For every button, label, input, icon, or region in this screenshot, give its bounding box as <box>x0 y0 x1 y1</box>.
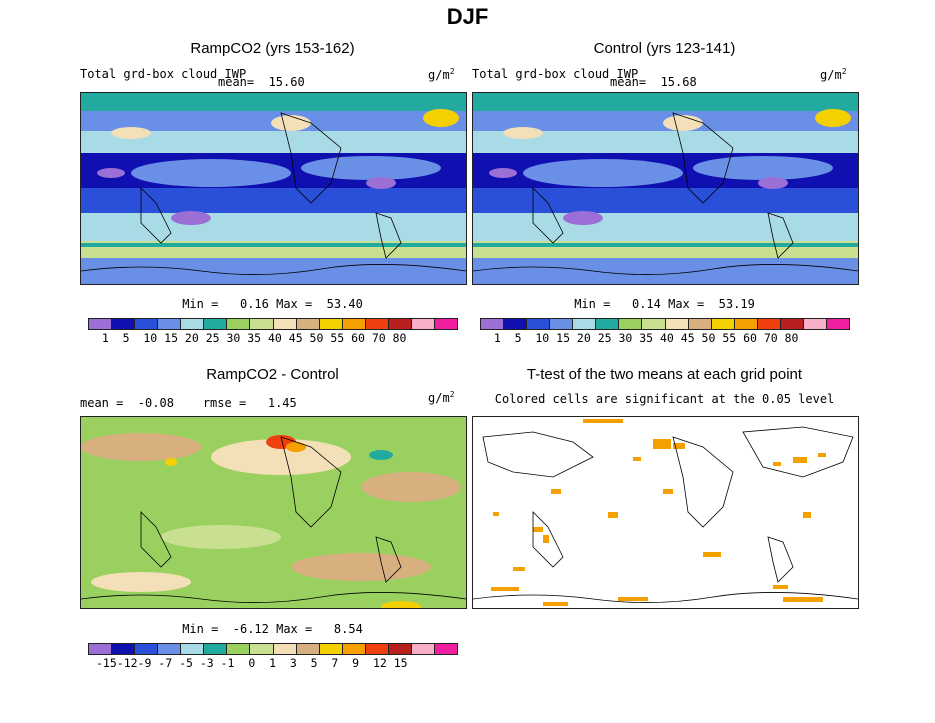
colorbar-swatch <box>319 644 343 654</box>
colorbar-swatch <box>227 319 251 329</box>
difference-map <box>80 416 467 609</box>
panel2-minmax: Min = 0.14 Max = 53.19 <box>574 297 755 311</box>
colorbar-swatch <box>596 319 620 329</box>
colorbar-swatch <box>711 319 735 329</box>
colorbar-swatch <box>204 644 228 654</box>
colorbar-swatch <box>112 644 136 654</box>
colorbar-swatch <box>780 319 804 329</box>
colorbar-swatch <box>273 319 297 329</box>
control-map <box>472 92 859 285</box>
panel2-mean: mean= 15.68 <box>610 75 697 89</box>
colorbar-swatch <box>112 319 136 329</box>
colorbar-swatch <box>342 319 366 329</box>
colorbar-swatch <box>135 319 159 329</box>
colorbar-panel1 <box>88 318 458 330</box>
colorbar-swatch <box>388 644 412 654</box>
colorbar-swatch <box>411 319 435 329</box>
colorbar-swatch <box>734 319 758 329</box>
colorbar-swatch <box>803 319 827 329</box>
figure-title: DJF <box>446 4 489 29</box>
panel1-units: g/m2 <box>428 67 455 82</box>
colorbar-swatch <box>158 644 182 654</box>
colorbar-swatch <box>135 644 159 654</box>
colorbar-swatch <box>504 319 528 329</box>
colorbar-swatch <box>250 319 274 329</box>
colorbar-panel2 <box>480 318 850 330</box>
panel3-units: g/m2 <box>428 390 455 405</box>
colorbar-swatch <box>388 319 412 329</box>
colorbar-swatch <box>89 319 113 329</box>
rampco2-map <box>80 92 467 285</box>
colorbar-swatch <box>573 319 597 329</box>
colorbar-swatch <box>434 644 457 654</box>
panel1-title: RampCO2 (yrs 153-162) <box>190 40 355 57</box>
colorbar-swatch <box>158 319 182 329</box>
colorbar-panel3 <box>88 643 458 655</box>
ttest-map <box>472 416 859 609</box>
colorbar-swatch <box>757 319 781 329</box>
panel2-title: Control (yrs 123-141) <box>593 40 736 57</box>
colorbar-swatch <box>550 319 574 329</box>
colorbar-swatch <box>204 319 228 329</box>
colorbar-swatch <box>619 319 643 329</box>
colorbar-swatch <box>181 644 205 654</box>
colorbar-swatch <box>342 644 366 654</box>
colorbar-swatch <box>227 644 251 654</box>
panel3-stats: mean = -0.08 rmse = 1.45 <box>80 396 297 410</box>
colorbar-swatch <box>296 319 320 329</box>
colorbar-swatch <box>642 319 666 329</box>
colorbar-swatch <box>527 319 551 329</box>
colorbar-swatch <box>665 319 689 329</box>
colorbar-swatch <box>250 644 274 654</box>
colorbar-swatch <box>688 319 712 329</box>
panel3-title: RampCO2 - Control <box>206 366 339 383</box>
colorbar-swatch <box>481 319 505 329</box>
colorbar-swatch <box>89 644 113 654</box>
panel2-var-label: Total grd-box cloud IWP <box>472 67 639 81</box>
panel1-minmax: Min = 0.16 Max = 53.40 <box>182 297 363 311</box>
colorbar-swatch <box>365 644 389 654</box>
colorbar-swatch <box>273 644 297 654</box>
colorbar-panel2-labels: 1 5 10 15 20 25 30 35 40 45 50 55 60 70 … <box>480 331 799 345</box>
colorbar-swatch <box>319 319 343 329</box>
colorbar-swatch <box>296 644 320 654</box>
colorbar-panel1-labels: 1 5 10 15 20 25 30 35 40 45 50 55 60 70 … <box>88 331 407 345</box>
panel1-mean: mean= 15.60 <box>218 75 305 89</box>
panel3-minmax: Min = -6.12 Max = 8.54 <box>182 622 363 636</box>
colorbar-swatch <box>826 319 849 329</box>
colorbar-swatch <box>365 319 389 329</box>
panel2-units: g/m2 <box>820 67 847 82</box>
colorbar-panel3-labels: -15-12-9 -7 -5 -3 -1 0 1 3 5 7 9 12 15 <box>96 656 408 670</box>
colorbar-swatch <box>411 644 435 654</box>
panel4-title: T-test of the two means at each grid poi… <box>526 366 803 383</box>
panel1-var-label: Total grd-box cloud IWP <box>80 67 247 81</box>
colorbar-swatch <box>181 319 205 329</box>
colorbar-swatch <box>434 319 457 329</box>
panel4-subtitle: Colored cells are significant at the 0.0… <box>494 392 835 406</box>
